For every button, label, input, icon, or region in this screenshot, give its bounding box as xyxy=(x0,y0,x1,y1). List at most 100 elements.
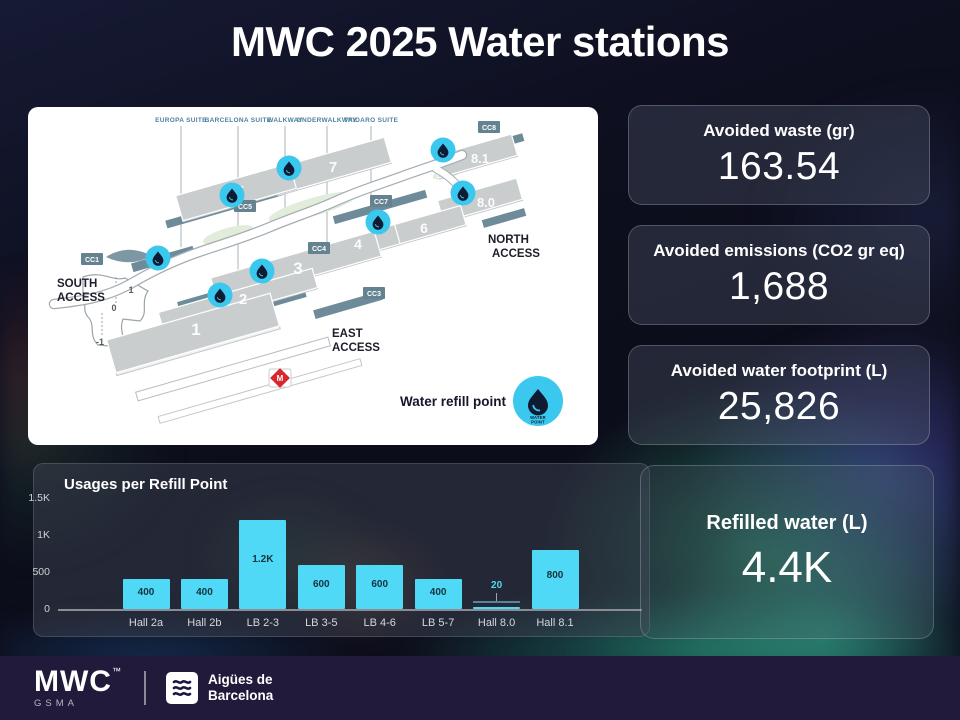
hall-number-3: 3 xyxy=(293,259,302,278)
cc-tag-cc1: CC1 xyxy=(85,257,99,264)
partner-name-line1: Aigües de xyxy=(207,672,273,688)
cc-tag-cc8: CC8 xyxy=(482,125,496,132)
refilled-water-panel: Refilled water (L) 4.4K xyxy=(640,465,934,639)
hall-number-4: 4 xyxy=(354,236,362,252)
x-axis-label: Hall 2a xyxy=(128,617,164,629)
page-title: MWC 2025 Water stations xyxy=(230,18,730,65)
cc-tags: CC1 CC3 CC4 CC5 CC7 CC8 xyxy=(81,121,500,299)
bar-value-label: 1.2K xyxy=(252,554,274,566)
east-access-label: EAST ACCESS xyxy=(332,328,380,354)
usages-chart-panel: Usages per Refill Point 1.5K 1K 500 0 Hall 2… xyxy=(28,463,650,637)
suite-label-tridaro: TRIDARO SUITE xyxy=(344,117,399,124)
y-axis-tick: 0 xyxy=(44,603,50,615)
map-legend: Water refill point WATER POINT xyxy=(400,376,563,426)
legend-water-point-icon: WATER POINT xyxy=(513,376,563,426)
bar-LB 2-3 xyxy=(239,520,287,609)
stat-card-avoided-water-footprint: Avoided water footprint (L) 25,826 xyxy=(628,345,930,445)
legend-label: Water refill point xyxy=(400,394,507,409)
waves-icon xyxy=(165,672,198,704)
venue-map-card: EUROPA SUITE BARCELONA SUITE WALKWAY UND… xyxy=(28,107,598,445)
cc-tag-cc5: CC5 xyxy=(238,204,252,211)
footer-divider xyxy=(143,671,146,705)
y-axis-tick: 1.5K xyxy=(28,492,50,504)
footer: MWC™ GSMA Aigües de Barcelona xyxy=(0,656,960,720)
refilled-water-label: Refilled water (L) xyxy=(706,511,868,534)
bar-Hall 2b xyxy=(180,579,228,609)
level-label-minus1: -1 xyxy=(96,337,104,347)
stat-label: Avoided waste (gr) xyxy=(703,121,855,140)
small-bar-whisker xyxy=(473,601,521,603)
cc-tag-cc4: CC4 xyxy=(312,246,326,253)
south-access-label: SOUTH ACCESS xyxy=(57,278,105,304)
halls xyxy=(105,133,524,377)
venue-map: EUROPA SUITE BARCELONA SUITE WALKWAY UND… xyxy=(48,117,563,426)
stat-card-avoided-emissions: Avoided emissions (CO2 gr eq) 1,688 xyxy=(628,225,930,325)
bar-LB 4-6 xyxy=(356,564,404,609)
refilled-water-value: 4.4K xyxy=(741,542,833,592)
x-axis-label: LB 4-6 xyxy=(363,617,396,629)
cc-tag-cc3: CC3 xyxy=(367,291,381,298)
x-axis-label: Hall 8.0 xyxy=(477,617,516,629)
stat-value: 25,826 xyxy=(717,385,841,428)
hall-number-1: 1 xyxy=(191,320,200,339)
refill-marker-hall2b xyxy=(207,282,233,308)
bar-Hall 8.1 xyxy=(531,549,579,609)
level-label-0: 0 xyxy=(111,303,116,313)
x-axis-line xyxy=(58,609,642,611)
refill-marker-hall81 xyxy=(430,137,456,163)
suite-label-barcelona: BARCELONA SUITE xyxy=(205,117,272,124)
svg-text:M: M xyxy=(277,374,284,383)
stat-label: Avoided water footprint (L) xyxy=(670,361,888,380)
stat-value: 1,688 xyxy=(728,265,830,308)
suite-label-underwalkway: UNDERWALKWAY xyxy=(297,117,357,124)
x-axis-label: LB 5-7 xyxy=(421,617,455,629)
trademark-symbol: ™ xyxy=(111,666,122,677)
cc1-ramp xyxy=(106,249,152,263)
refill-marker-hall2a xyxy=(145,245,171,271)
mwc-logo: MWC™ GSMA xyxy=(34,667,122,709)
refill-marker-lb46 xyxy=(276,155,302,181)
bar-value-label: 20 xyxy=(491,580,503,591)
partner-name: Aigües de Barcelona xyxy=(208,672,273,703)
chart-title: Usages per Refill Point xyxy=(64,476,228,493)
bar-value-label: 600 xyxy=(312,578,330,590)
bar-value-label: 400 xyxy=(429,586,447,598)
stat-card-avoided-waste: Avoided waste (gr) 163.54 xyxy=(628,105,930,205)
hall-number-2: 2 xyxy=(239,291,247,308)
suite-label-europa: EUROPA SUITE xyxy=(155,117,207,124)
metro-icon: M xyxy=(268,368,292,388)
refill-marker-lb57 xyxy=(365,209,391,235)
x-axis-label: LB 3-5 xyxy=(305,617,338,629)
level-label-1: 1 xyxy=(128,285,133,295)
gsma-wordmark: GSMA xyxy=(34,698,78,710)
bar-LB 5-7 xyxy=(414,579,462,609)
x-axis-label: Hall 2b xyxy=(187,617,222,629)
refill-markers xyxy=(145,137,476,308)
x-axis-label: LB 2-3 xyxy=(246,617,280,629)
cc-tag-cc7: CC7 xyxy=(374,199,388,206)
stat-value: 163.54 xyxy=(717,145,841,188)
hall-number-8-0: 8.0 xyxy=(477,195,495,210)
stats-column: Avoided waste (gr) 163.54 Avoided emissi… xyxy=(628,105,930,445)
stat-label: Avoided emissions (CO2 gr eq) xyxy=(653,241,905,260)
refill-marker-lb35 xyxy=(219,182,245,208)
partner-name-line2: Barcelona xyxy=(207,688,274,703)
bar-value-label: 400 xyxy=(137,586,155,598)
y-axis-tick: 1K xyxy=(37,529,50,541)
small-bar-connector xyxy=(496,593,498,601)
bar-LB 3-5 xyxy=(297,564,345,609)
hall-number-7: 7 xyxy=(329,159,337,176)
north-access-label: NORTH ACCESS xyxy=(488,234,540,260)
suite-label-walkway: WALKWAY xyxy=(267,117,303,124)
bar-value-label: 800 xyxy=(546,570,564,582)
bar-Hall 2a xyxy=(122,579,170,609)
bar-value-label: 600 xyxy=(371,578,389,590)
hall-number-8-1: 8.1 xyxy=(471,151,489,166)
bar-Hall 8.0 xyxy=(473,607,521,609)
bar-value-label: 400 xyxy=(196,586,213,598)
refill-marker-hall80 xyxy=(450,180,476,206)
mwc-wordmark: MWC™ xyxy=(34,665,122,699)
aigues-de-barcelona-logo: Aigües de Barcelona xyxy=(165,672,273,704)
